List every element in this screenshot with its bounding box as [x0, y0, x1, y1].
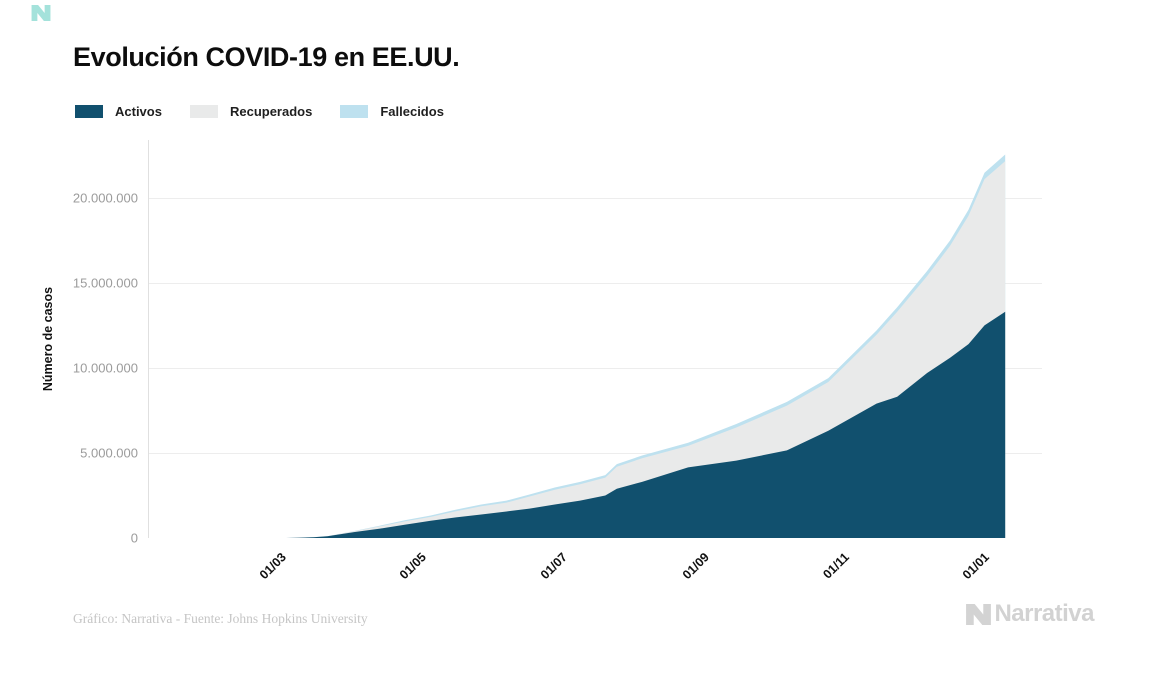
x-tick-label: 01/07	[537, 550, 570, 583]
chart-legend: Activos Recuperados Fallecidos	[75, 104, 472, 119]
legend-label-fallecidos: Fallecidos	[380, 104, 444, 119]
area-activos	[285, 311, 1006, 538]
x-tick-label: 01/05	[397, 550, 430, 583]
x-axis-tick-labels: 01/03 01/05 01/07 01/09 01/11 01/01	[148, 538, 1042, 598]
legend-item-recuperados: Recuperados	[189, 104, 313, 119]
y-tick-label: 10.000.000	[72, 360, 138, 376]
legend-swatch-fallecidos	[340, 105, 369, 118]
legend-swatch-recuperados	[189, 105, 218, 118]
stacked-area-chart	[148, 140, 1042, 539]
legend-swatch-activos	[75, 105, 103, 118]
y-axis-tick-labels: 0 5.000.000 10.000.000 15.000.000 20.000.000	[0, 140, 138, 545]
x-tick-label: 01/09	[679, 550, 712, 583]
narrativa-logo-text: Narrativa	[994, 600, 1094, 627]
x-tick-label: 01/03	[257, 550, 290, 583]
credit-text: Gráfico: Narrativa - Fuente: Johns Hopki…	[73, 611, 368, 626]
y-tick-label: 0	[130, 530, 138, 546]
narrativa-corner-brand-icon	[31, 5, 51, 21]
plot-area	[148, 140, 1042, 539]
x-tick-label: 01/11	[820, 550, 853, 582]
legend-label-activos: Activos	[115, 104, 162, 119]
page-title: Evolución COVID-19 en EE.UU.	[73, 42, 460, 72]
y-tick-label: 5.000.000	[80, 445, 138, 461]
y-tick-label: 20.000.000	[72, 190, 138, 206]
legend-label-recuperados: Recuperados	[229, 104, 313, 119]
y-tick-label: 15.000.000	[72, 275, 138, 291]
legend-item-activos: Activos	[75, 104, 162, 119]
narrativa-logo-icon	[966, 603, 992, 625]
legend-item-fallecidos: Fallecidos	[340, 104, 444, 119]
narrativa-logo: Narrativa	[966, 600, 1094, 628]
x-tick-label: 01/01	[960, 550, 993, 583]
